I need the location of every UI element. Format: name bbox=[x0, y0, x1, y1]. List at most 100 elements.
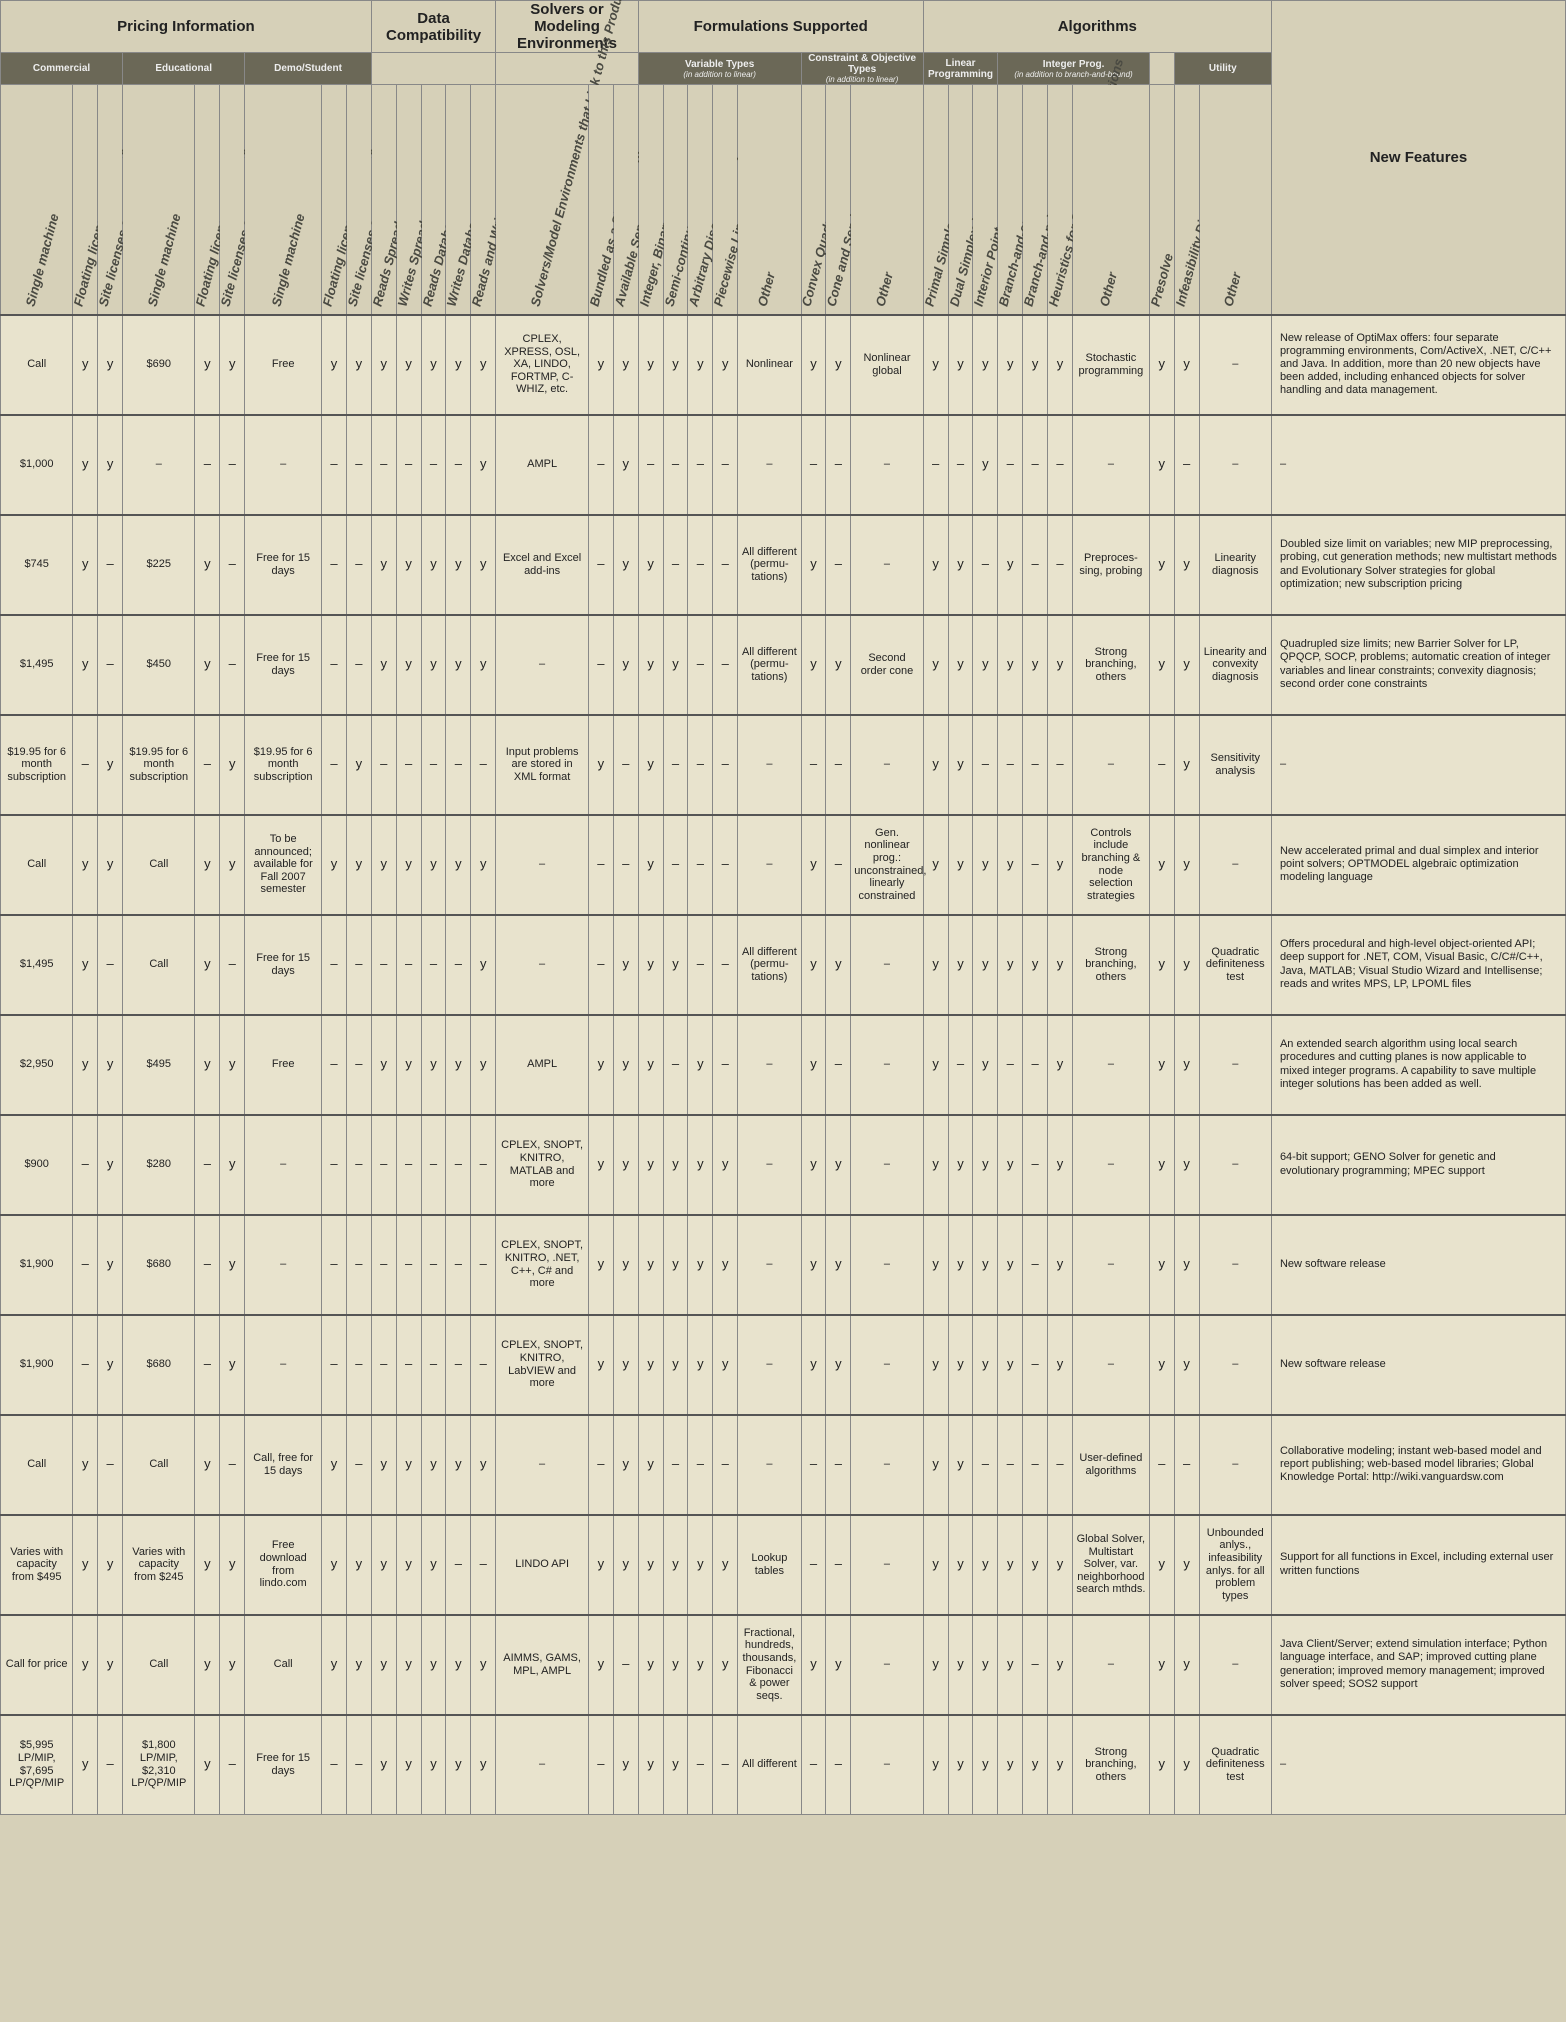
table-row: Callyy$690yyFreeyyyyyyyCPLEX, XPRESS, OS… bbox=[1, 315, 1566, 415]
cell: y bbox=[421, 1415, 446, 1515]
cell: y bbox=[1149, 315, 1174, 415]
col-34: Infeasibility Diagnosis bbox=[1174, 85, 1199, 315]
cell: y bbox=[1174, 1215, 1199, 1315]
cell: y bbox=[1023, 615, 1048, 715]
table-row: $19.95 for 6 month subscription–y$19.95 … bbox=[1, 715, 1566, 815]
cell: – bbox=[346, 1415, 371, 1515]
new-features-cell: Quadrupled size limits; new Barrier Solv… bbox=[1271, 615, 1565, 715]
col-25: Other bbox=[851, 85, 923, 315]
cell: y bbox=[801, 815, 826, 915]
cell: – bbox=[496, 815, 589, 915]
cell: AMPL bbox=[496, 415, 589, 515]
cell: – bbox=[738, 1015, 801, 1115]
cell: y bbox=[801, 1215, 826, 1315]
cell: – bbox=[998, 415, 1023, 515]
cell: y bbox=[471, 915, 496, 1015]
cell: y bbox=[638, 515, 663, 615]
cell: y bbox=[801, 615, 826, 715]
cell: – bbox=[851, 1515, 923, 1615]
table-row: $1,900–y$680–y––––––––CPLEX, SNOPT, KNIT… bbox=[1, 1215, 1566, 1315]
cell: y bbox=[826, 315, 851, 415]
cell: – bbox=[851, 415, 923, 515]
cell: – bbox=[923, 415, 948, 515]
cell: – bbox=[421, 915, 446, 1015]
cell: y bbox=[446, 1715, 471, 1815]
col-3: Site licenses available bbox=[98, 85, 123, 315]
cell: y bbox=[322, 1615, 347, 1715]
cell: y bbox=[446, 515, 471, 615]
cell: – bbox=[1023, 1315, 1048, 1415]
cell: – bbox=[322, 415, 347, 515]
cell: – bbox=[396, 1215, 421, 1315]
cell: – bbox=[1174, 415, 1199, 515]
cell: – bbox=[322, 915, 347, 1015]
cell: – bbox=[948, 415, 973, 515]
cell: y bbox=[371, 615, 396, 715]
cell: y bbox=[923, 715, 948, 815]
cell: y bbox=[588, 1015, 613, 1115]
cell: y bbox=[638, 815, 663, 915]
cell: $745 bbox=[1, 515, 73, 615]
cell: y bbox=[195, 615, 220, 715]
cell: y bbox=[1174, 915, 1199, 1015]
col-10: Reads Spreadsheets bbox=[371, 85, 396, 315]
cell: y bbox=[1048, 1215, 1073, 1315]
cell: y bbox=[371, 1715, 396, 1815]
col-2: Floating licenses available bbox=[73, 85, 98, 315]
new-features-cell: Collaborative modeling; instant web-base… bbox=[1271, 1415, 1565, 1515]
cell: – bbox=[1149, 1415, 1174, 1515]
cell: Free for 15 days bbox=[245, 515, 322, 615]
cell: y bbox=[446, 315, 471, 415]
cell: y bbox=[688, 1315, 713, 1415]
cell: y bbox=[1149, 915, 1174, 1015]
cell: – bbox=[1199, 815, 1271, 915]
cell: – bbox=[1199, 415, 1271, 515]
col-14: Reads and Writes Text bbox=[471, 85, 496, 315]
cell: y bbox=[638, 1315, 663, 1415]
cell: Call for price bbox=[1, 1615, 73, 1715]
cell: y bbox=[998, 815, 1023, 915]
cell: – bbox=[998, 1415, 1023, 1515]
col-5: Floating licenses available bbox=[195, 85, 220, 315]
col-35: Other bbox=[1199, 85, 1271, 315]
cell: y bbox=[998, 1515, 1023, 1615]
cell: y bbox=[998, 1115, 1023, 1215]
new-features-cell: An extended search algorithm using local… bbox=[1271, 1015, 1565, 1115]
cell: – bbox=[826, 1715, 851, 1815]
cell: y bbox=[948, 715, 973, 815]
cell: – bbox=[446, 915, 471, 1015]
cell: – bbox=[471, 1215, 496, 1315]
cell: Excel and Excel add-ins bbox=[496, 515, 589, 615]
cell: y bbox=[998, 515, 1023, 615]
cell: y bbox=[471, 1715, 496, 1815]
col-15: Solvers/Model Environments that Link to … bbox=[496, 85, 589, 315]
cell: Free bbox=[245, 315, 322, 415]
cell: y bbox=[98, 1315, 123, 1415]
col-29: Branch-and-cut bbox=[998, 85, 1023, 315]
sub-var-types: Variable Types(in addition to linear) bbox=[638, 53, 801, 85]
cell: y bbox=[998, 615, 1023, 715]
cell: y bbox=[588, 1215, 613, 1315]
cell: y bbox=[396, 315, 421, 415]
cell: y bbox=[801, 1315, 826, 1415]
cell: – bbox=[613, 715, 638, 815]
col-27: Dual Simplex-based bbox=[948, 85, 973, 315]
cell: y bbox=[1149, 1515, 1174, 1615]
group-pricing: Pricing Information bbox=[1, 1, 372, 53]
cell: y bbox=[973, 1115, 998, 1215]
col-18: Integer, Binary bbox=[638, 85, 663, 315]
cell: $19.95 for 6 month subscription bbox=[1, 715, 73, 815]
cell: – bbox=[826, 415, 851, 515]
new-features-cell: New release of OptiMax offers: four sepa… bbox=[1271, 315, 1565, 415]
cell: y bbox=[98, 1515, 123, 1615]
cell: y bbox=[973, 815, 998, 915]
cell: – bbox=[713, 1015, 738, 1115]
col-12: Reads Databases bbox=[421, 85, 446, 315]
cell: Global Solver, Multistart Solver, var. n… bbox=[1072, 1515, 1149, 1615]
cell: y bbox=[220, 715, 245, 815]
cell: y bbox=[638, 1415, 663, 1515]
cell: y bbox=[688, 1515, 713, 1615]
cell: – bbox=[851, 1215, 923, 1315]
cell: y bbox=[1048, 1015, 1073, 1115]
group-data-compat: Data Compatibility bbox=[371, 1, 495, 53]
